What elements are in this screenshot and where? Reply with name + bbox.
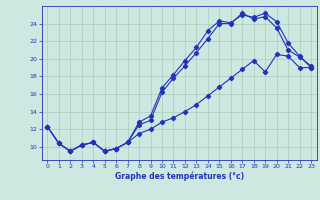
X-axis label: Graphe des températures (°c): Graphe des températures (°c) [115,172,244,181]
